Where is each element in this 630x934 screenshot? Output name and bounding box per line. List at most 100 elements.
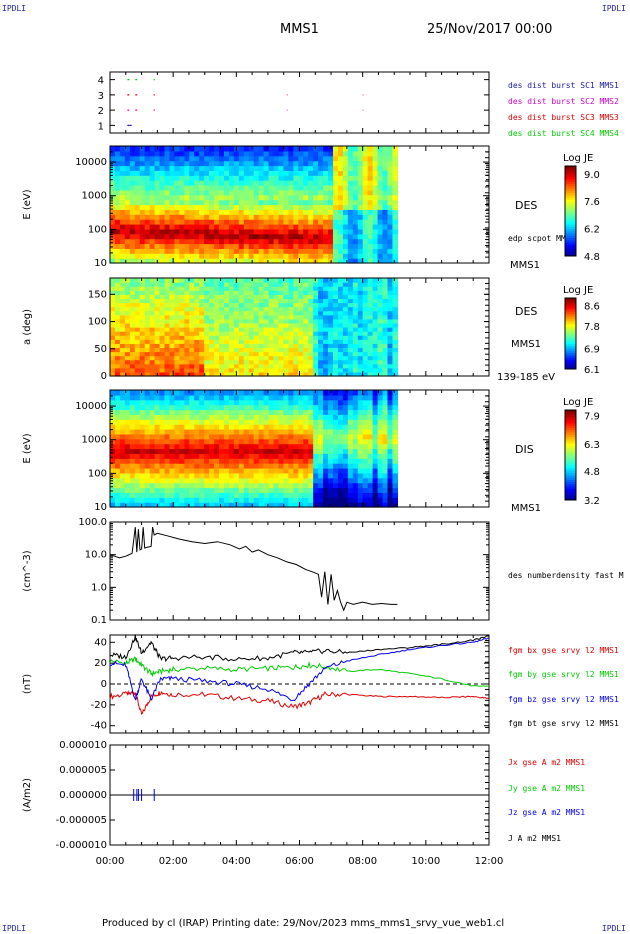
spectrogram-cell [119, 492, 126, 498]
spectrogram-cell [114, 302, 121, 308]
spectrogram-cell [308, 414, 314, 420]
spectrogram-cell [124, 463, 131, 469]
spectrogram-cell [332, 228, 339, 235]
spectrogram-cell [219, 477, 225, 484]
spectrogram-cell [367, 258, 374, 264]
spectrogram-cell [189, 438, 195, 445]
spectrogram-cell [347, 433, 354, 440]
spectrogram-cell [377, 170, 384, 176]
spectrogram-cell [263, 243, 270, 249]
spectrogram-cell [263, 253, 270, 259]
spectrogram-cell [243, 414, 250, 420]
spectrogram-cell [263, 363, 270, 369]
spectrogram-cell [293, 433, 299, 440]
spectrogram-cell [382, 199, 389, 206]
spectrogram-cell [288, 314, 294, 320]
spectrogram-cell [189, 194, 195, 201]
spectrogram-cell [362, 343, 369, 349]
spectrogram-cell [273, 487, 280, 493]
spectrogram-cell [228, 472, 235, 479]
spectrogram-cell [382, 238, 389, 245]
spectrogram-cell [283, 477, 289, 484]
spectrogram-cell [238, 394, 245, 401]
spectrogram-cell [243, 463, 250, 469]
spectrogram-cell [362, 199, 369, 206]
spectrogram-cell [154, 310, 161, 316]
spectrogram-cell [134, 347, 141, 353]
spectrogram-cell [332, 404, 339, 411]
spectrogram-cell [223, 371, 230, 377]
spectrogram-cell [233, 286, 240, 291]
spectrogram-cell [223, 180, 230, 186]
spectrogram-cell [228, 347, 235, 353]
spectrogram-cell [367, 390, 374, 396]
spectrogram-cell [204, 331, 210, 336]
spectrogram-cell [372, 355, 379, 361]
spectrogram-cell [159, 224, 166, 230]
spectrogram-cell [189, 458, 195, 464]
spectrogram-cell [342, 351, 349, 357]
spectrogram-cell [308, 278, 314, 283]
spectrogram-cell [278, 487, 285, 493]
spectrogram-cell [164, 306, 171, 312]
spectrogram-cell [263, 286, 270, 291]
spectrogram-cell [323, 351, 329, 357]
spectrogram-cell [233, 331, 240, 336]
spectrogram-cell [298, 204, 304, 210]
colorbar-cell [565, 238, 576, 241]
spectrogram-cell [209, 453, 215, 459]
spectrogram-cell [223, 310, 230, 316]
spectrogram-cell [228, 294, 235, 300]
spectrogram-cell [149, 314, 156, 320]
colorbar-cell [565, 437, 576, 440]
spectrogram-cell [387, 468, 394, 474]
spectrogram-cell [362, 472, 369, 479]
spectrogram-cell [159, 487, 166, 493]
spectrogram-cell [204, 199, 210, 206]
spectrogram-cell [382, 394, 389, 401]
spectrogram-cell [263, 160, 270, 167]
spectrogram-cell [367, 282, 374, 287]
burst-panel-frame [109, 71, 490, 134]
spectrogram-cell [313, 224, 319, 230]
spectrogram-cell [174, 404, 180, 411]
spectrogram-cell [169, 419, 176, 425]
spectrogram-cell [347, 339, 354, 344]
spectrogram-cell [387, 160, 394, 167]
spectrogram-cell [323, 224, 329, 230]
spectrogram-cell [318, 175, 324, 181]
spectrogram-cell [159, 497, 166, 503]
spectrogram-cell [253, 286, 260, 291]
spectrogram-cell [283, 487, 289, 493]
spectrogram-cell [248, 228, 255, 235]
spectrogram-cell [169, 189, 176, 196]
spectrogram-cell [114, 248, 121, 254]
spectrogram-cell [288, 233, 294, 240]
colorbar-cell [565, 335, 576, 338]
spectrogram-cell [332, 448, 339, 454]
spectrogram-cell [124, 199, 131, 206]
spectrogram-cell [164, 331, 171, 336]
spectrogram-cell [144, 160, 151, 167]
spectrogram-cell [293, 155, 299, 162]
spectrogram-cell [139, 414, 146, 420]
spectrogram-cell [318, 363, 324, 369]
spectrogram-cell [357, 204, 364, 210]
spectrogram-cell [253, 404, 260, 411]
spectrogram-cell [347, 404, 354, 411]
spectrogram-cell [169, 258, 176, 264]
spectrogram-cell [179, 443, 185, 450]
spectrogram-cell [328, 339, 334, 344]
spectrogram-cell [357, 189, 364, 196]
spectrogram-cell [352, 194, 359, 201]
spectrogram-cell [209, 331, 215, 336]
spectrogram-cell [318, 209, 324, 215]
spectrogram-cell [367, 298, 374, 304]
spectrogram-cell [204, 335, 210, 340]
spectrogram-cell [184, 477, 190, 484]
spectrogram-cell [392, 404, 399, 411]
spectrogram-cell [278, 146, 285, 152]
spectrogram-cell [189, 155, 195, 162]
spectrogram-cell [119, 310, 126, 316]
spectrogram-cell [243, 185, 250, 191]
